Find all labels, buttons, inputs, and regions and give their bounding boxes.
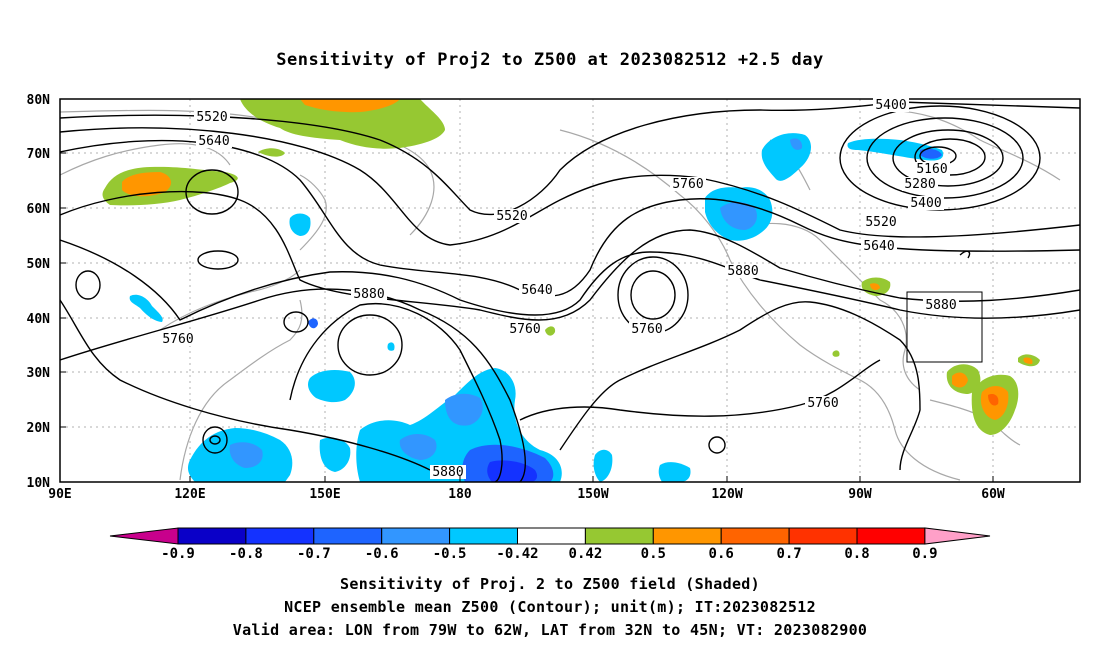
colorbar-swatch	[720, 527, 790, 545]
contour-label-bg	[519, 283, 555, 297]
caption-valid-area: Valid area: LON from 79W to 62W, LAT fro…	[232, 621, 868, 639]
colorbar-label: 0.8	[844, 546, 869, 562]
lat-tick-label: 10N	[27, 476, 51, 491]
contour-label: 5880	[727, 264, 758, 279]
contour-label: 5640	[521, 283, 552, 298]
contour-label-bg	[902, 177, 938, 191]
contour-label-bg	[873, 98, 909, 112]
contour-label: 5400	[875, 98, 906, 113]
lat-tick-label: 40N	[27, 312, 51, 327]
sensitivity-shading	[102, 99, 1040, 482]
colorbar-label: -0.5	[433, 546, 467, 562]
colorbar-label: 0.42	[569, 546, 603, 562]
z500-contours	[60, 101, 1080, 482]
lat-tick-label: 30N	[27, 366, 51, 381]
contour-label-bg	[196, 134, 232, 148]
contour-label: 5160	[916, 162, 947, 177]
plot-frame	[59, 98, 1081, 483]
lat-tick-label: 70N	[27, 147, 51, 162]
lon-tick-label: 120E	[174, 487, 205, 502]
colorbar: -0.9 -0.8 -0.7 -0.6 -0.5 -0.42 0.42 0.5 0.6 0.7 0.…	[109, 527, 991, 562]
colorbar-label: -0.8	[229, 546, 263, 562]
colorbar-label: -0.7	[297, 546, 331, 562]
lat-tick-label: 50N	[27, 257, 51, 272]
contour-label: 5760	[631, 322, 662, 337]
contour-label-bg	[805, 396, 841, 410]
contour-label: 5640	[198, 134, 229, 149]
contour-label-bg	[914, 162, 950, 176]
contour-label: 5760	[672, 177, 703, 192]
lat-tick-label: 60N	[27, 202, 51, 217]
contour-label-bg	[507, 322, 543, 336]
lon-tick-label: 150W	[577, 487, 608, 502]
colorbar-swatch	[381, 527, 451, 545]
caption-shaded: Sensitivity of Proj. 2 to Z500 field (Sh…	[340, 575, 760, 593]
colorbar-swatch	[313, 527, 383, 545]
contour-label-bg	[670, 177, 706, 191]
colorbar-swatch	[788, 527, 858, 545]
contour-label-bg	[494, 209, 530, 223]
contour-label-bg	[194, 110, 230, 124]
colorbar-label: 0.7	[776, 546, 801, 562]
caption-contour: NCEP ensemble mean Z500 (Contour); unit(…	[284, 598, 816, 616]
contour-label-bg	[430, 465, 466, 479]
contour-label: 5760	[509, 322, 540, 337]
contour-label: 5880	[925, 298, 956, 313]
contour-label: 5400	[910, 196, 941, 211]
contour-label: 5880	[353, 287, 384, 302]
colorbar-label: 0.5	[641, 546, 666, 562]
colorbar-low-arrow	[109, 527, 179, 545]
contour-label: 5760	[162, 332, 193, 347]
contour-label: 5640	[863, 239, 894, 254]
contour-label: 5520	[496, 209, 527, 224]
colorbar-swatch	[517, 527, 586, 545]
colorbar-swatch	[652, 527, 722, 545]
colorbar-swatch	[177, 527, 247, 545]
colorbar-label: -0.9	[161, 546, 195, 562]
contour-label: 5280	[904, 177, 935, 192]
longitude-tick-labels: 90E 120E 150E 180 150W 120W 90W 60W	[48, 476, 1005, 502]
colorbar-swatch	[449, 527, 519, 545]
lon-tick-label: 150E	[309, 487, 340, 502]
lon-tick-label: 60W	[981, 487, 1005, 502]
colorbar-swatch	[584, 527, 654, 545]
lon-tick-label: 180	[448, 487, 472, 502]
colorbar-label: 0.9	[912, 546, 937, 562]
contour-label-bg	[861, 239, 897, 253]
map-title: Sensitivity of Proj2 to Z500 at 20230825…	[276, 50, 824, 70]
contour-label: 5880	[432, 465, 463, 480]
colorbar-swatch	[856, 527, 926, 545]
contour-label-bg	[908, 196, 944, 210]
contour-label-bg	[923, 298, 959, 312]
latitude-tick-labels: 80N 70N 60N 50N 40N 30N 20N 10N	[27, 93, 66, 491]
contour-label: 5760	[807, 396, 838, 411]
contour-label: 5520	[196, 110, 227, 125]
lon-tick-label: 90E	[48, 487, 71, 502]
valid-area-box	[906, 291, 983, 363]
colorbar-label: 0.6	[709, 546, 734, 562]
lat-tick-label: 80N	[27, 93, 51, 108]
colorbar-label: -0.42	[496, 546, 538, 562]
contour-label-bg	[160, 332, 196, 346]
colorbar-label: -0.6	[365, 546, 399, 562]
contour-label-bg	[863, 215, 899, 229]
contour-label-bg	[725, 264, 761, 278]
lon-tick-label: 120W	[711, 487, 742, 502]
colorbar-high-arrow	[924, 527, 991, 545]
lat-tick-label: 20N	[27, 421, 51, 436]
contour-label: 5520	[865, 215, 896, 230]
contour-label-bg	[351, 287, 387, 301]
contour-label-bg	[629, 322, 665, 336]
colorbar-swatch	[245, 527, 315, 545]
lon-tick-label: 90W	[848, 487, 872, 502]
